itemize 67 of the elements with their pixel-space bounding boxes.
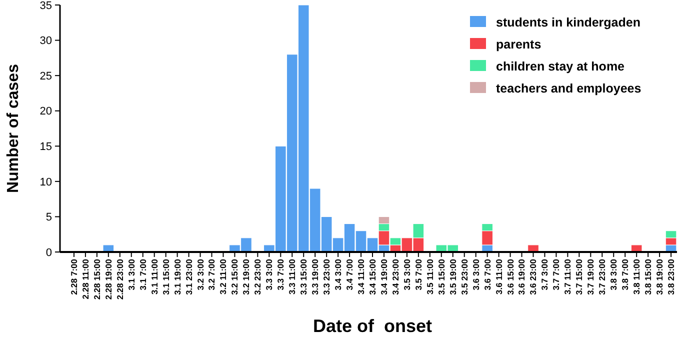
x-tick-label: 3.8 19:00 xyxy=(654,258,665,295)
x-tick-label: 3.8 3:00 xyxy=(608,258,619,290)
x-tick-label: 3.6 19:00 xyxy=(516,258,527,295)
y-tick-label: 25 xyxy=(40,70,52,82)
x-tick-label: 3.5 15:00 xyxy=(436,258,446,295)
x-tick-label: 3.4 7:00 xyxy=(344,258,355,290)
x-tick-label: 3.3 11:00 xyxy=(287,258,298,294)
y-tick-label: 35 xyxy=(40,0,52,12)
x-tick-label: 3.6 11:00 xyxy=(494,258,504,294)
x-tick-label: 3.8 11:00 xyxy=(632,258,642,294)
x-axis-title: Date of onset xyxy=(312,316,432,336)
x-tick-label: 3.2 19:00 xyxy=(241,258,252,295)
x-tick-label: 3.5 23:00 xyxy=(459,258,470,295)
x-tick-label: 3.6 23:00 xyxy=(528,258,538,295)
x-tick-label: 3.3 15:00 xyxy=(298,258,309,295)
x-tick-label: 2.28 15:00 xyxy=(92,258,102,300)
x-tick-label: 2.28 7:00 xyxy=(68,258,79,295)
x-tick-label: 3.8 23:00 xyxy=(666,258,676,295)
x-tick-label: 3.7 19:00 xyxy=(586,258,596,295)
x-tick-label: 3.3 7:00 xyxy=(276,258,286,290)
x-tick-label: 3.1 19:00 xyxy=(172,258,182,295)
x-tick-label: 3.5 11:00 xyxy=(424,258,435,294)
x-tick-label: 3.2 7:00 xyxy=(206,258,217,290)
y-tick-label: 10 xyxy=(40,176,52,188)
x-tick-label: 3.3 23:00 xyxy=(322,258,332,295)
legend-label: students in kindergaden xyxy=(496,15,640,30)
x-tick-label: 3.1 7:00 xyxy=(138,258,148,290)
x-tick-label: 3.4 23:00 xyxy=(390,258,400,295)
x-tick-label: 3.8 7:00 xyxy=(620,258,630,290)
x-tick-label: 3.7 23:00 xyxy=(597,258,608,295)
x-tick-label: 3.6 15:00 xyxy=(505,258,516,295)
y-tick-label: 30 xyxy=(40,35,52,48)
x-tick-label: 2.28 19:00 xyxy=(103,258,114,300)
x-tick-label: 3.7 7:00 xyxy=(551,258,562,290)
x-tick-label: 3.4 19:00 xyxy=(378,258,389,295)
x-tick-label: 3.7 15:00 xyxy=(574,258,584,295)
x-tick-label: 3.1 3:00 xyxy=(126,258,136,290)
x-tick-label: 3.3 19:00 xyxy=(310,258,320,295)
x-tick-label: 2.28 23:00 xyxy=(114,258,125,300)
x-tick-label: 3.1 11:00 xyxy=(149,258,160,294)
x-tick-label: 3.4 3:00 xyxy=(333,258,344,290)
x-tick-label: 3.1 15:00 xyxy=(160,258,171,295)
x-tick-label: 3.1 23:00 xyxy=(184,258,194,295)
x-tick-label: 3.2 15:00 xyxy=(230,258,240,295)
x-tick-label: 3.4 11:00 xyxy=(356,258,366,294)
x-tick-label: 3.5 7:00 xyxy=(413,258,424,290)
x-tick-label: 3.7 3:00 xyxy=(540,258,550,290)
x-tick-label: 3.8 15:00 xyxy=(643,258,654,295)
legend-label: children stay at home xyxy=(496,59,625,74)
x-tick-label: 3.4 15:00 xyxy=(367,258,378,295)
x-tick-label: 3.5 19:00 xyxy=(448,258,458,295)
y-tick-label: 20 xyxy=(40,106,52,118)
legend-label: teachers and employees xyxy=(496,81,642,96)
x-tick-label: 3.2 3:00 xyxy=(195,258,206,290)
y-axis-title: Number of cases xyxy=(5,64,22,193)
x-tick-label: 3.2 11:00 xyxy=(218,258,228,294)
legend-label: parents xyxy=(496,37,542,52)
x-tick-label: 3.2 23:00 xyxy=(252,258,263,295)
x-tick-label: 3.6 3:00 xyxy=(470,258,481,290)
x-tick-label: 3.6 7:00 xyxy=(482,258,492,290)
x-tick-label: 3.5 3:00 xyxy=(402,258,412,290)
x-tick-label: 2.28 11:00 xyxy=(80,258,90,300)
y-tick-label: 0 xyxy=(46,246,52,259)
y-tick-label: 5 xyxy=(46,212,52,224)
x-tick-label: 3.3 3:00 xyxy=(264,258,274,290)
y-tick-label: 15 xyxy=(40,140,52,153)
x-tick-label: 3.7 11:00 xyxy=(562,258,573,294)
